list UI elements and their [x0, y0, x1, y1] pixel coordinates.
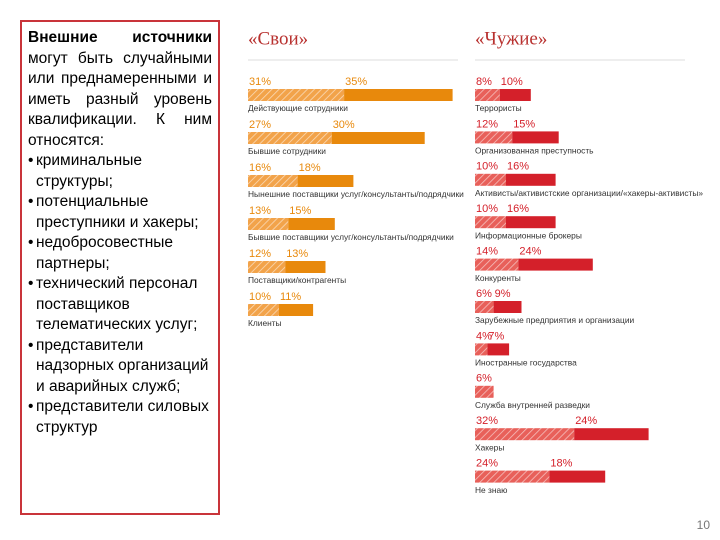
value-label: 13%	[249, 205, 271, 217]
list-item: криминальные структуры;	[28, 151, 212, 192]
bar-segment	[518, 258, 593, 271]
value-label: 8%	[476, 76, 492, 88]
bar-segment	[475, 216, 506, 229]
value-label: 27%	[249, 119, 271, 131]
category-label: Служба внутренней разведки	[475, 400, 590, 410]
category-label: Бывшие сотрудники	[248, 146, 326, 156]
value-label: 10%	[501, 76, 523, 88]
value-label: 14%	[476, 246, 498, 258]
value-label: 24%	[575, 415, 597, 427]
text-box: Внешние источники могут быть случайными …	[20, 20, 220, 515]
list-item: технический персонал поставщиков телемат…	[28, 274, 212, 336]
category-label: Нынешние поставщики услуг/консультанты/п…	[248, 189, 464, 199]
value-label: 18%	[550, 458, 572, 470]
bar-segment	[475, 89, 500, 101]
list-item: потенциальные преступники и хакеры;	[28, 192, 212, 233]
value-label: 32%	[476, 415, 498, 427]
bar-segment	[512, 131, 559, 144]
bar-segment	[487, 343, 510, 356]
bar-segment	[475, 258, 519, 271]
bar-segment	[574, 428, 649, 441]
bar-segment	[475, 428, 575, 441]
value-label: 4%	[476, 330, 492, 342]
category-label: Действующие сотрудники	[248, 103, 348, 113]
value-label: 16%	[249, 162, 271, 174]
item-list: криминальные структуры;потенциальные пре…	[28, 151, 212, 438]
category-label: Информационные брокеры	[475, 230, 582, 240]
bar-segment	[493, 301, 522, 313]
bar-segment	[248, 218, 289, 230]
category-label: Зарубежные предприятия и организации	[475, 315, 635, 325]
value-label: 10%	[476, 161, 498, 173]
category-label: Иностранные государства	[475, 358, 577, 368]
bar-segment	[475, 301, 494, 313]
intro-text: могут быть случайными или преднамеренным…	[28, 49, 212, 149]
value-label: 12%	[249, 248, 271, 260]
value-label: 6%	[476, 373, 492, 385]
value-label: 24%	[476, 458, 498, 470]
bar-segment	[248, 175, 298, 187]
value-label: 16%	[507, 203, 529, 215]
list-item: представители надзорных организаций и ав…	[28, 336, 212, 398]
intro: Внешние источники могут быть случайными …	[28, 28, 212, 151]
bar-segment	[506, 216, 556, 229]
bar-segment	[475, 131, 513, 144]
bar-segment	[248, 89, 345, 101]
bar-segment	[475, 470, 550, 483]
bar-segment	[285, 261, 326, 273]
bar-segment	[344, 89, 453, 101]
bar-segment	[297, 175, 354, 187]
value-label: 15%	[513, 118, 535, 130]
category-label: Террористы	[475, 103, 522, 113]
category-label: Поставщики/контрагенты	[248, 275, 346, 285]
bar-segment	[506, 173, 556, 186]
bar-segment	[248, 261, 286, 273]
category-label: Организованная преступность	[475, 146, 594, 156]
bar-segment	[475, 343, 488, 356]
value-label: 15%	[289, 205, 311, 217]
bar-segment	[475, 385, 494, 398]
bar-segment	[279, 304, 314, 316]
value-label: 31%	[249, 76, 271, 88]
list-item: представители силовых структур	[28, 397, 212, 438]
bar-segment	[499, 89, 531, 101]
bar-segment	[288, 218, 335, 230]
value-label: 35%	[345, 76, 367, 88]
bar-segment	[248, 304, 279, 316]
list-item: недобросовестные партнеры;	[28, 233, 212, 274]
category-label: Бывшие поставщики услуг/консультанты/под…	[248, 232, 454, 242]
category-label: Хакеры	[475, 442, 504, 452]
intro-bold: Внешние источники	[28, 29, 212, 46]
chart-title: «Свои»	[248, 28, 308, 49]
chart-title: «Чужие»	[475, 28, 547, 49]
value-label: 24%	[519, 246, 541, 258]
value-label: 7%	[488, 330, 504, 342]
value-label: 11%	[280, 291, 301, 303]
bar-segment	[331, 132, 425, 144]
value-label: 13%	[286, 248, 308, 260]
bar-segment	[549, 470, 606, 483]
bar-segment	[248, 132, 332, 144]
category-label: Активисты/активистские организации/«хаке…	[475, 188, 703, 198]
value-label: 10%	[249, 291, 271, 303]
value-label: 18%	[299, 162, 321, 174]
category-label: Не знаю	[475, 485, 507, 495]
value-label: 12%	[476, 118, 498, 130]
page-number: 10	[696, 518, 710, 532]
bar-segment	[475, 173, 506, 186]
value-label: 10%	[476, 203, 498, 215]
category-label: Конкуренты	[475, 273, 521, 283]
value-label: 30%	[333, 119, 355, 131]
category-label: Клиенты	[248, 318, 282, 328]
value-label: 9%	[495, 288, 511, 300]
value-label: 16%	[507, 161, 529, 173]
value-label: 6%	[476, 288, 492, 300]
